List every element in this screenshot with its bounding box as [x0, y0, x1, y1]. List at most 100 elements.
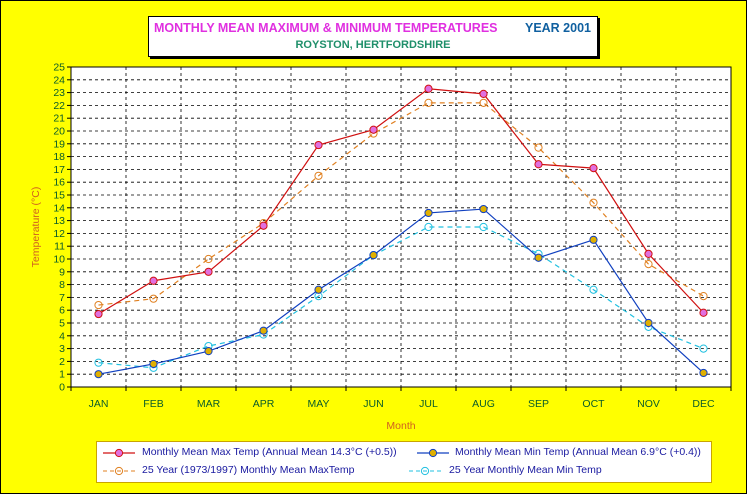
x-tick-label: JUN: [363, 398, 383, 410]
series-1-point: [534, 253, 543, 262]
chart-title: MONTHLY MEAN MAXIMUM & MINIMUM TEMPERATU…: [154, 21, 498, 35]
series-2-point: [589, 198, 598, 207]
legend-label-min-2001: Monthly Mean Min Temp (Annual Mean 6.9°C…: [455, 446, 701, 458]
chart-plot: 0123456789101112131415161718192021222324…: [30, 62, 732, 432]
series-0-point: [699, 308, 708, 317]
series-2-point: [314, 171, 323, 180]
series-0-point: [424, 84, 433, 93]
y-tick-label: 13: [53, 215, 65, 227]
x-tick-label: JAN: [89, 398, 109, 410]
y-tick-label: 12: [53, 228, 65, 240]
series-1-point: [369, 251, 378, 260]
legend-label-max-2001: Monthly Mean Max Temp (Annual Mean 14.3°…: [142, 446, 397, 458]
legend-label-min-25yr: 25 Year Monthly Mean Min Temp: [449, 464, 602, 476]
legend-label-max-25yr: 25 Year (1973/1997) Monthly Mean MaxTemp: [142, 464, 355, 476]
x-tick-label: MAR: [197, 398, 221, 410]
series-0-point: [589, 164, 598, 173]
series-1-point: [204, 347, 213, 356]
series-1-point: [699, 368, 708, 378]
title-box: MONTHLY MEAN MAXIMUM & MINIMUM TEMPERATU…: [148, 16, 598, 57]
y-tick-label: 11: [54, 241, 65, 253]
legend-key-max-2001: [103, 448, 135, 458]
x-tick-label: APR: [253, 398, 275, 410]
series-1-point: [314, 285, 323, 294]
series-2-point: [149, 294, 158, 303]
x-axis-label: Month: [386, 420, 415, 432]
series-2-point: [479, 98, 488, 107]
y-tick-label: 5: [59, 318, 65, 330]
y-tick-label: 3: [59, 343, 65, 355]
series-2-point: [534, 143, 543, 152]
y-tick-label: 9: [59, 266, 65, 278]
chart-subtitle: ROYSTON, HERTFORDSHIRE: [295, 39, 451, 51]
series-line-0: [98, 88, 704, 315]
legend-key-max-25yr: [103, 466, 135, 476]
series-1-point: [424, 208, 433, 218]
series-3-point: [424, 222, 433, 232]
legend-key-min-25yr: [409, 466, 441, 476]
y-tick-label: 17: [53, 164, 65, 176]
series-1-point: [259, 326, 268, 335]
y-tick-label: 15: [53, 190, 65, 202]
chart-year: YEAR 2001: [524, 21, 591, 35]
x-tick-label: MAY: [308, 398, 330, 410]
y-tick-label: 23: [53, 87, 65, 99]
y-tick-label: 1: [59, 369, 65, 381]
y-tick-label: 7: [59, 292, 65, 304]
x-tick-label: JUL: [419, 398, 438, 410]
series-0-point: [644, 249, 653, 258]
series-3-point: [94, 358, 103, 367]
series-0-point: [149, 276, 158, 285]
x-tick-label: AUG: [472, 398, 495, 410]
x-tick-label: DEC: [692, 398, 715, 410]
series-2-point: [424, 98, 433, 107]
x-tick-label: SEP: [528, 398, 549, 410]
y-tick-label: 21: [53, 113, 65, 125]
y-tick-label: 25: [53, 62, 65, 74]
y-tick-label: 2: [59, 356, 65, 368]
series-0-point: [534, 160, 543, 169]
series-0-point: [204, 267, 213, 276]
y-tick-label: 19: [53, 138, 65, 150]
legend-key-min-2001: [417, 448, 449, 458]
series-0-point: [314, 140, 323, 150]
series-3-point: [479, 222, 488, 232]
x-tick-label: FEB: [143, 398, 163, 410]
y-tick-label: 8: [59, 279, 65, 291]
y-tick-label: 4: [59, 330, 65, 342]
series-line-1: [98, 208, 704, 375]
plot-border: [70, 66, 732, 388]
y-tick-label: 6: [59, 305, 65, 317]
series-2-point: [204, 254, 213, 264]
series-1-point: [94, 370, 103, 379]
series-line-2: [98, 102, 704, 306]
y-tick-label: 22: [53, 100, 65, 112]
series-3-point: [589, 285, 598, 294]
series-2-point: [94, 300, 103, 310]
y-tick-label: 16: [53, 177, 65, 189]
y-tick-label: 10: [53, 254, 65, 266]
series-2-point: [644, 260, 653, 269]
x-tick-label: NOV: [637, 398, 660, 410]
y-tick-label: 0: [59, 382, 65, 394]
legend-keys: [103, 448, 449, 476]
series-0-point: [259, 221, 268, 230]
series-1-point: [479, 204, 488, 214]
series-1-point: [589, 235, 598, 244]
y-tick-label: 14: [53, 202, 65, 214]
series-1-point: [644, 318, 653, 328]
series-3-point: [699, 344, 708, 353]
series-2-point: [699, 292, 708, 301]
series-0-point: [94, 309, 103, 319]
y-tick-label: 20: [53, 126, 65, 138]
x-tick-label: OCT: [582, 398, 605, 410]
series-0-point: [369, 125, 378, 134]
legend: Monthly Mean Max Temp (Annual Mean 14.3°…: [96, 441, 712, 483]
series-1-point: [149, 359, 158, 369]
y-tick-label: 18: [53, 151, 65, 163]
series-line-3: [98, 226, 704, 369]
series-0-point: [479, 89, 488, 98]
y-axis-label: Temperature (°C): [30, 187, 42, 268]
y-tick-label: 24: [53, 74, 65, 86]
